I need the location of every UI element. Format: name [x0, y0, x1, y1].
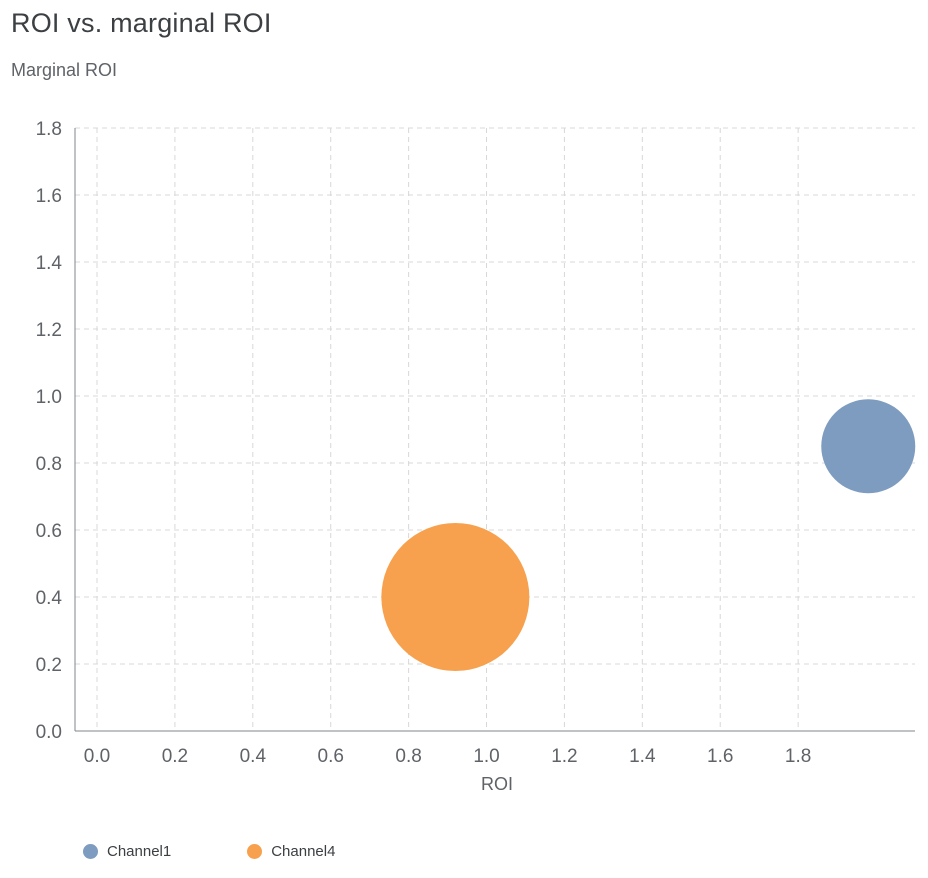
- x-tick-label: 1.2: [551, 746, 577, 767]
- x-tick-label: 0.6: [318, 746, 344, 767]
- x-tick-label: 0.2: [162, 746, 188, 767]
- legend-item-channel1[interactable]: Channel1: [83, 843, 171, 860]
- y-tick-label: 0.0: [36, 722, 62, 743]
- x-axis-title: ROI: [480, 774, 513, 794]
- legend-label: Channel1: [107, 843, 172, 860]
- x-tick-label: 1.6: [707, 746, 733, 767]
- bubble-channel1[interactable]: [821, 399, 916, 494]
- x-tick-label: 0.4: [240, 746, 267, 767]
- y-tick-label: 0.2: [36, 655, 62, 676]
- y-tick-label: 1.6: [36, 186, 62, 207]
- legend-swatch-icon: [247, 844, 263, 859]
- x-tick-label: 0.0: [84, 746, 110, 767]
- y-tick-label: 0.6: [36, 521, 62, 542]
- x-tick-label: 1.0: [473, 746, 499, 767]
- y-tick-label: 1.8: [36, 119, 62, 140]
- bubble-channel4[interactable]: [381, 523, 530, 671]
- legend-swatch-icon: [83, 844, 98, 859]
- x-tick-label: 1.4: [629, 746, 656, 767]
- x-tick-label: 1.8: [785, 746, 811, 767]
- legend-label: Channel4: [271, 843, 336, 860]
- y-tick-label: 1.4: [36, 253, 63, 274]
- legend-item-channel4[interactable]: Channel4: [247, 843, 335, 860]
- y-axis-title: Marginal ROI: [11, 60, 118, 80]
- y-tick-label: 0.8: [36, 454, 62, 475]
- chart-title: ROI vs. marginal ROI: [11, 8, 272, 38]
- y-tick-label: 1.0: [36, 387, 62, 408]
- y-tick-label: 1.2: [36, 320, 62, 341]
- x-tick-label: 0.8: [395, 746, 421, 767]
- y-tick-label: 0.4: [36, 588, 63, 609]
- legend: Channel1 Channel4: [83, 843, 335, 860]
